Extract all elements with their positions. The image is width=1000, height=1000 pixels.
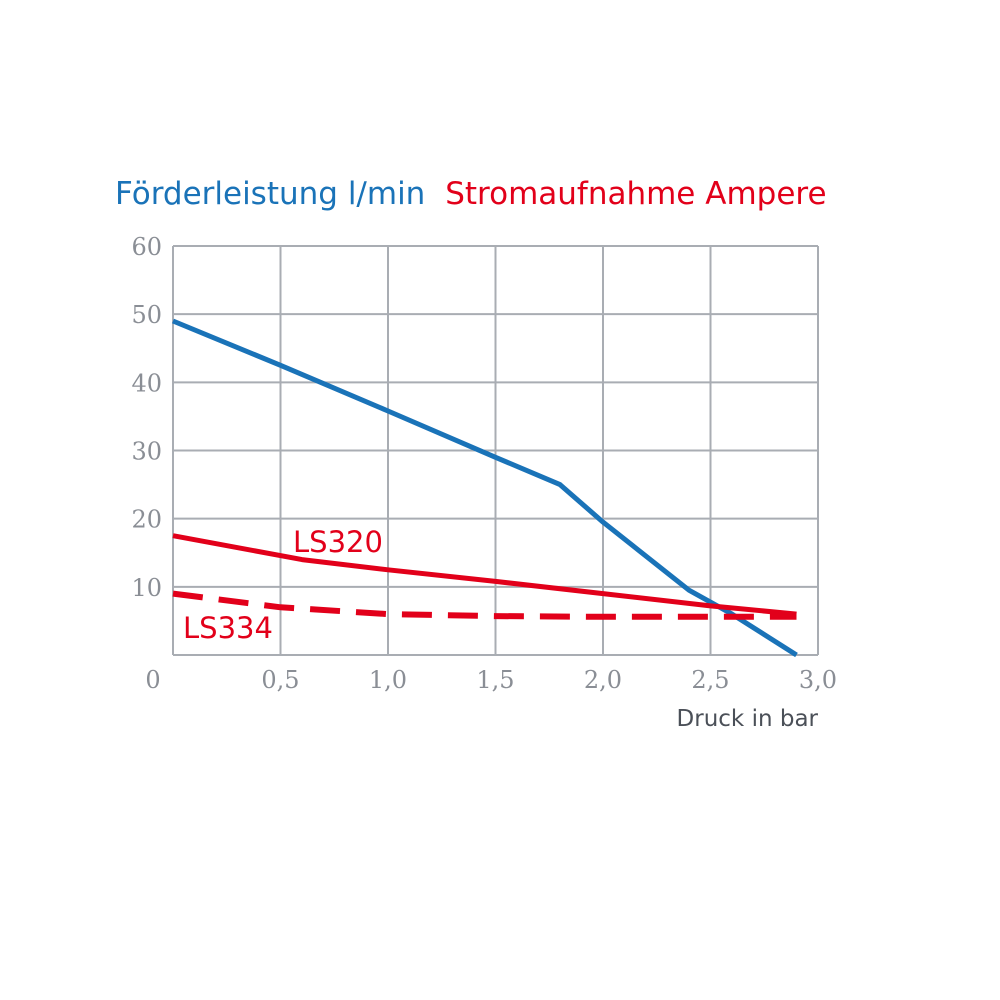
x-axis-label: Druck in bar	[677, 706, 819, 732]
y-tick-label: 60	[131, 233, 162, 261]
series-label-ls320: LS320	[293, 525, 383, 559]
x-tick-label: 1,5	[476, 666, 514, 694]
series-layer	[172, 318, 798, 658]
x-tick-label: 0,5	[261, 666, 299, 694]
x-tick-label: 1,0	[369, 666, 407, 694]
x-tick-label: 2,0	[584, 666, 622, 694]
title-current: Stromaufnahme Ampere	[445, 176, 826, 212]
title-flow-rate: Förderleistung l/min	[115, 176, 425, 212]
y-tick-label: 40	[131, 369, 162, 397]
chart-title: Förderleistung l/min Stromaufnahme Amper…	[115, 176, 827, 212]
y-tick-label: 10	[131, 574, 162, 602]
y-tick-label: 20	[131, 506, 162, 534]
series-line-ls334	[172, 590, 797, 620]
y-tick-label: 30	[131, 438, 162, 466]
tick-labels: 10 20 30 40 50 60 0 0,5 1,0 1,5 2,0 2,5 3,0	[131, 233, 837, 694]
grid	[172, 245, 819, 656]
series-line-ls320	[172, 533, 797, 617]
x-tick-label: 2,5	[691, 666, 729, 694]
series-label-ls334: LS334	[183, 611, 273, 645]
x-tick-label: 3,0	[799, 666, 837, 694]
y-tick-label: 50	[131, 301, 162, 329]
x-tick-label: 0	[145, 666, 160, 694]
